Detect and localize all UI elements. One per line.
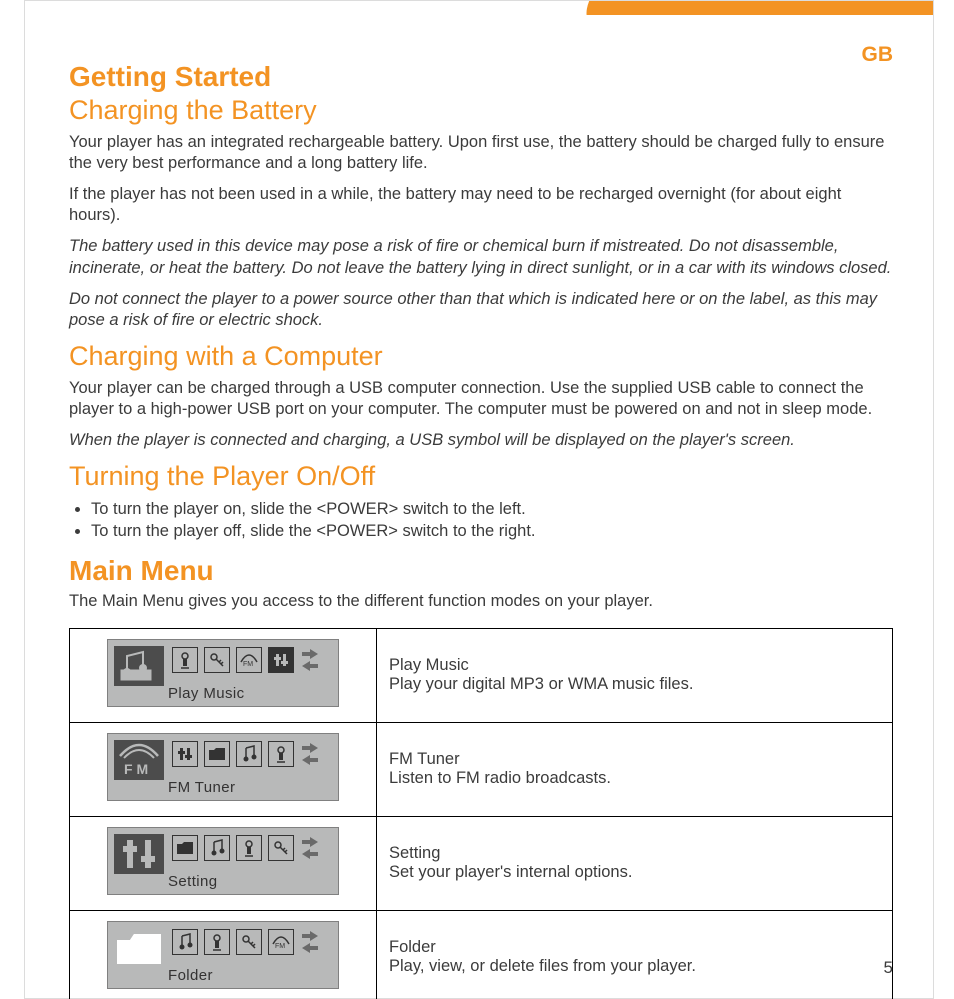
key-icon bbox=[204, 647, 230, 673]
para-battery-2: If the player has not been used in a whi… bbox=[69, 184, 893, 226]
nav-arrows-icon bbox=[302, 931, 318, 953]
main-menu-table: FM Play Music bbox=[69, 628, 893, 999]
menu-desc: Play, view, or delete files from your pl… bbox=[389, 957, 696, 975]
music-icon bbox=[172, 929, 198, 955]
para-battery-warning-2: Do not connect the player to a power sou… bbox=[69, 289, 893, 331]
table-row: FM Folder Folder Play, view, or delete f… bbox=[70, 910, 893, 999]
folder-icon bbox=[204, 741, 230, 767]
svg-text:F M: F M bbox=[124, 761, 148, 777]
bullet-power-on: To turn the player on, slide the <POWER>… bbox=[91, 498, 893, 520]
music-icon bbox=[204, 835, 230, 861]
heading-charging-computer: Charging with a Computer bbox=[69, 341, 893, 372]
rec-icon bbox=[236, 835, 262, 861]
fm-tuner-icon: F M bbox=[114, 740, 164, 780]
lcd-label: Setting bbox=[168, 873, 218, 890]
lcd-label: Play Music bbox=[168, 685, 245, 702]
svg-text:FM: FM bbox=[275, 943, 285, 950]
page-number: 5 bbox=[884, 958, 893, 978]
tools-icon bbox=[172, 741, 198, 767]
menu-desc: Play your digital MP3 or WMA music files… bbox=[389, 675, 693, 693]
lcd-cell-play-music: FM Play Music bbox=[70, 628, 377, 722]
table-row: F M bbox=[70, 722, 893, 816]
heading-charging-battery: Charging the Battery bbox=[69, 95, 893, 126]
manual-page: GB Getting Started Charging the Battery … bbox=[24, 0, 934, 999]
fm-icon: FM bbox=[268, 929, 294, 955]
para-battery-warning-1: The battery used in this device may pose… bbox=[69, 236, 893, 278]
lcd-label: Folder bbox=[168, 967, 213, 984]
header-accent-curve bbox=[571, 1, 617, 15]
menu-title: Setting bbox=[389, 844, 440, 862]
rec-icon bbox=[204, 929, 230, 955]
nav-arrows-icon bbox=[302, 837, 318, 859]
lcd-folder: FM Folder bbox=[107, 921, 339, 989]
table-row: Setting Setting Set your player's intern… bbox=[70, 816, 893, 910]
nav-arrows-icon bbox=[302, 649, 318, 671]
tools-icon bbox=[268, 647, 294, 673]
page-content: Getting Started Charging the Battery You… bbox=[69, 61, 893, 999]
heading-getting-started: Getting Started bbox=[69, 61, 893, 93]
fm-icon: FM bbox=[236, 647, 262, 673]
svg-text:FM: FM bbox=[243, 661, 253, 668]
lcd-label: FM Tuner bbox=[168, 779, 235, 796]
menu-title: Folder bbox=[389, 938, 436, 956]
folder-icon bbox=[172, 835, 198, 861]
para-computer-1: Your player can be charged through a USB… bbox=[69, 378, 893, 420]
para-computer-2: When the player is connected and chargin… bbox=[69, 430, 893, 451]
menu-desc: Listen to FM radio broadcasts. bbox=[389, 769, 611, 787]
setting-icon bbox=[114, 834, 164, 874]
play-music-icon bbox=[114, 646, 164, 686]
heading-turning-on-off: Turning the Player On/Off bbox=[69, 461, 893, 492]
heading-main-menu: Main Menu bbox=[69, 555, 893, 587]
desc-cell-fm-tuner: FM Tuner Listen to FM radio broadcasts. bbox=[377, 722, 893, 816]
lcd-play-music: FM Play Music bbox=[107, 639, 339, 707]
lcd-fm-tuner: F M bbox=[107, 733, 339, 801]
rec-icon bbox=[268, 741, 294, 767]
key-icon bbox=[236, 929, 262, 955]
nav-arrows-icon bbox=[302, 743, 318, 765]
menu-desc: Set your player's internal options. bbox=[389, 863, 632, 881]
para-battery-1: Your player has an integrated rechargeab… bbox=[69, 132, 893, 174]
key-icon bbox=[268, 835, 294, 861]
music-icon bbox=[236, 741, 262, 767]
rec-icon bbox=[172, 647, 198, 673]
table-row: FM Play Music bbox=[70, 628, 893, 722]
header-accent-bar bbox=[615, 1, 933, 15]
menu-title: Play Music bbox=[389, 656, 469, 674]
desc-cell-folder: Folder Play, view, or delete files from … bbox=[377, 910, 893, 999]
power-bullets: To turn the player on, slide the <POWER>… bbox=[69, 498, 893, 543]
folder-icon bbox=[114, 928, 164, 968]
lcd-cell-setting: Setting bbox=[70, 816, 377, 910]
desc-cell-setting: Setting Set your player's internal optio… bbox=[377, 816, 893, 910]
lcd-cell-fm-tuner: F M bbox=[70, 722, 377, 816]
lcd-cell-folder: FM Folder bbox=[70, 910, 377, 999]
bullet-power-off: To turn the player off, slide the <POWER… bbox=[91, 520, 893, 542]
lcd-setting: Setting bbox=[107, 827, 339, 895]
desc-cell-play-music: Play Music Play your digital MP3 or WMA … bbox=[377, 628, 893, 722]
menu-title: FM Tuner bbox=[389, 750, 460, 768]
para-main-menu-intro: The Main Menu gives you access to the di… bbox=[69, 591, 893, 612]
